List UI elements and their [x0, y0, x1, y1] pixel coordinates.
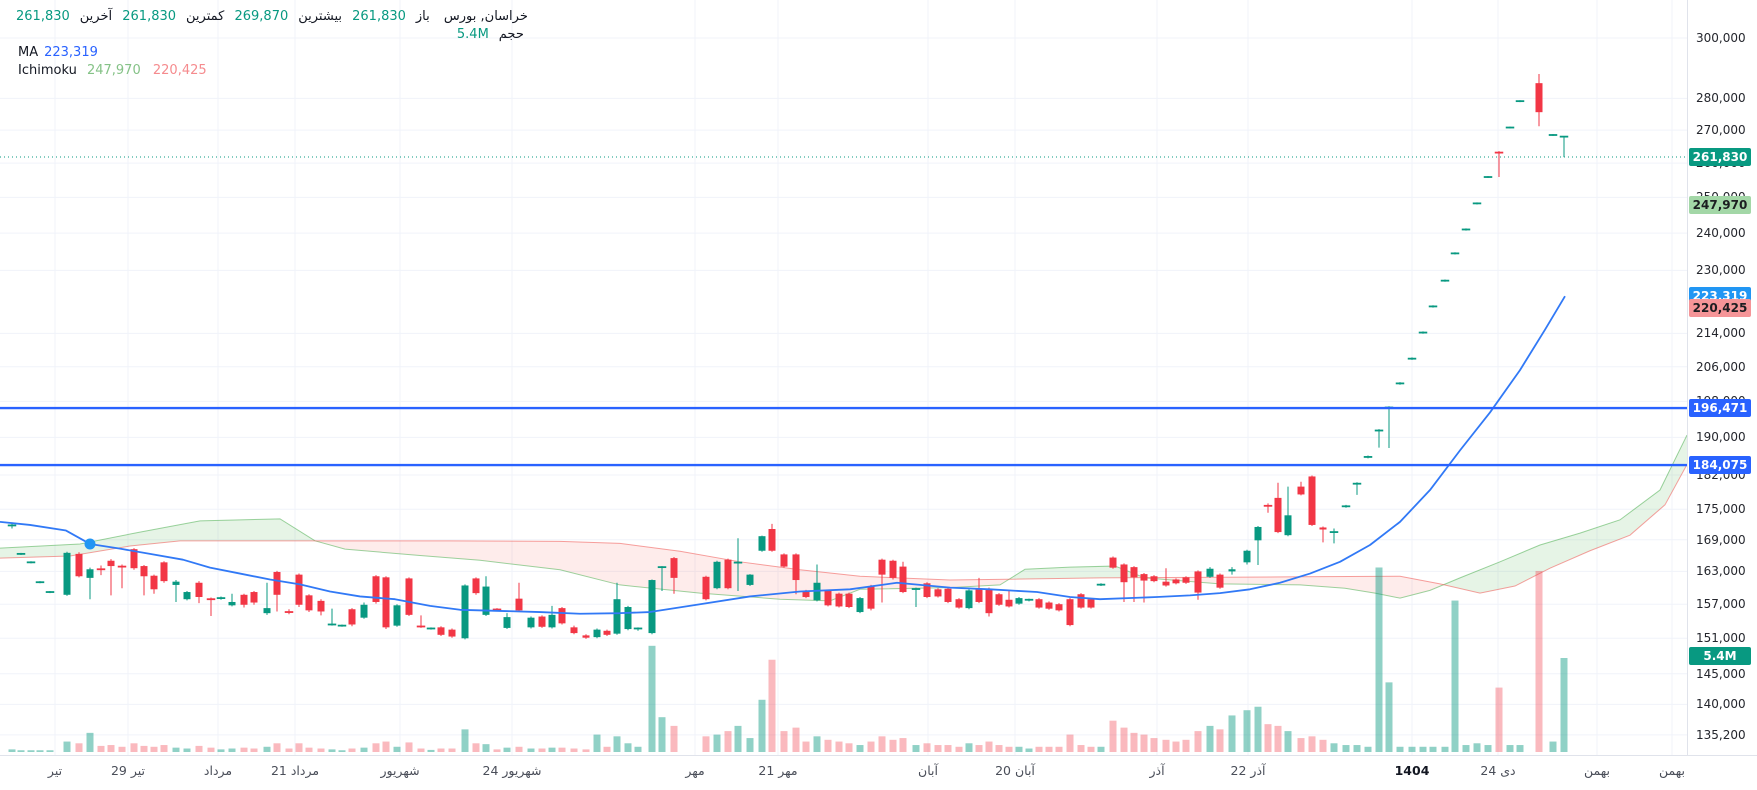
price-tick: 163,000 — [1696, 564, 1746, 579]
last-value: 261,830 — [16, 9, 70, 24]
price-tick: 157,000 — [1696, 597, 1746, 612]
time-label: بهمن — [1659, 763, 1685, 778]
time-label: 21 مرداد — [270, 763, 320, 778]
time-label: آبان — [918, 763, 938, 778]
candles-layer — [7, 73, 1569, 640]
price-tick: 175,000 — [1696, 502, 1746, 517]
price-tick: 206,000 — [1696, 359, 1746, 374]
time-label: تیر — [47, 763, 63, 778]
volume-layer — [8, 567, 1568, 752]
price-badge-ichimoku-b: 220,425 — [1689, 298, 1751, 317]
open-value: 261,830 — [352, 9, 406, 24]
high-label: بیشترین — [298, 9, 342, 24]
time-label: 21 مهر — [758, 763, 798, 778]
time-axis[interactable]: تیر 29 تیر مرداد 21 مرداد شهریور 24 شهریور مهر… — [0, 755, 1757, 790]
chart-canvas[interactable] — [0, 0, 1757, 755]
open-label: باز — [415, 9, 430, 24]
price-badge-ichimoku-a: 247,970 — [1689, 195, 1751, 214]
price-badge-volume: 5.4M — [1689, 647, 1751, 665]
price-badge-line[interactable]: 196,471 — [1689, 399, 1751, 418]
time-label: 20 آبان — [995, 763, 1035, 778]
grid-layer — [0, 0, 1687, 755]
price-tick: 270,000 — [1696, 123, 1746, 138]
ichimoku-a-value: 247,970 — [86, 63, 141, 78]
price-tick: 151,000 — [1696, 631, 1746, 646]
price-tick: 169,000 — [1696, 532, 1746, 547]
volume-value: 5.4M — [456, 27, 489, 42]
time-label: 29 تیر — [110, 763, 146, 778]
price-tick: 240,000 — [1696, 226, 1746, 241]
low-label: کمترین — [186, 9, 225, 24]
time-label: آذر — [1149, 763, 1165, 778]
ichimoku-b-value: 220,425 — [152, 63, 207, 78]
time-label: 24 شهریور — [482, 763, 542, 778]
price-tick: 230,000 — [1696, 263, 1746, 278]
time-label: بهمن — [1584, 763, 1610, 778]
time-label: 22 آذر — [1230, 763, 1266, 778]
ma-value: 223,319 — [44, 45, 98, 60]
ma-dot-marker — [84, 538, 96, 550]
low-value: 261,830 — [122, 9, 177, 24]
price-tick: 280,000 — [1696, 91, 1746, 106]
ma-label: MA — [18, 45, 39, 60]
price-tick: 135,200 — [1696, 727, 1746, 742]
legend-ichimoku-row: Ichimoku 247,970 220,425 — [14, 62, 528, 79]
legend-ohlc-row: خراسان, بورس باز 261,830 بیشترین 269,870 ک… — [14, 8, 528, 25]
time-label: مرداد — [203, 763, 233, 778]
volume-label: حجم — [498, 27, 524, 42]
price-lines — [0, 156, 1687, 467]
legend: خراسان, بورس باز 261,830 بیشترین 269,870 ک… — [14, 8, 528, 80]
time-label: 1404 — [1394, 763, 1430, 778]
high-value: 269,870 — [234, 9, 289, 24]
price-tick: 190,000 — [1696, 430, 1746, 445]
last-label: آخرین — [79, 9, 113, 24]
legend-volume-row: حجم 5.4M — [14, 26, 528, 43]
price-tick: 140,000 — [1696, 697, 1746, 712]
price-axis[interactable]: 300,000280,000270,000260,000250,000240,0… — [1687, 0, 1757, 755]
ichimoku-label: Ichimoku — [18, 63, 77, 78]
price-tick: 145,000 — [1696, 666, 1746, 681]
ma-line — [0, 295, 1566, 615]
legend-ma-row: MA 223,319 — [14, 44, 528, 61]
price-tick: 214,000 — [1696, 326, 1746, 341]
time-label: 24 دی — [1480, 763, 1516, 778]
price-badge-last: 261,830 — [1689, 147, 1751, 166]
price-badge-line[interactable]: 184,075 — [1689, 456, 1751, 475]
time-label: مهر — [685, 763, 705, 778]
price-tick: 300,000 — [1696, 31, 1746, 45]
time-label: شهریور — [380, 763, 420, 778]
ichimoku-cloud — [0, 434, 1688, 602]
symbol-name: خراسان, بورس — [443, 9, 528, 24]
